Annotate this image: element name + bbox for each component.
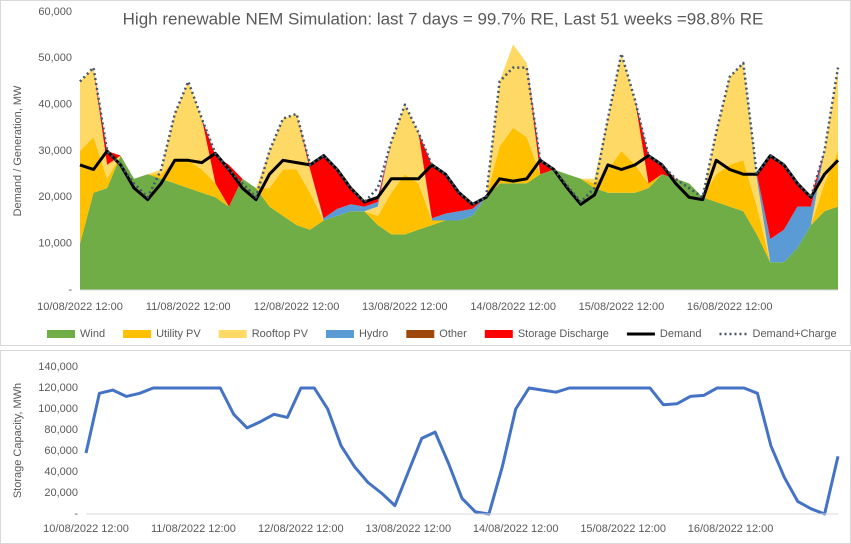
x-tick-label: 13/08/2022 12:00	[362, 301, 448, 313]
x-tick-label: 12/08/2022 12:00	[254, 301, 340, 313]
legend-swatch	[325, 330, 354, 338]
y-tick-label: 30,000	[38, 145, 72, 157]
y-tick-label: 80,000	[44, 424, 78, 436]
y-tick-label: 50,000	[38, 52, 72, 64]
legend-label: Rooftop PV	[252, 328, 309, 340]
chart-title: High renewable NEM Simulation: last 7 da…	[123, 9, 764, 28]
area-series	[80, 155, 838, 290]
y-tick-label: 100,000	[38, 403, 78, 415]
line-series	[84, 386, 840, 516]
legend-label: Utility PV	[156, 328, 201, 340]
legend-swatch	[484, 330, 513, 338]
legend-label: Wind	[80, 328, 105, 340]
legend-label: Other	[439, 328, 467, 340]
x-tick-label: 14/08/2022 12:00	[473, 523, 559, 535]
y-tick-label: 20,000	[38, 191, 72, 203]
x-tick-label: 12/08/2022 12:00	[258, 523, 344, 535]
y-axis-label: Storage Capacity, MWh	[12, 383, 24, 498]
y-tick-label: 40,000	[38, 99, 72, 111]
y-tick-label: 120,000	[38, 382, 78, 394]
y-tick-label: 60,000	[38, 6, 72, 18]
legend-label: Demand+Charge	[753, 328, 837, 340]
x-tick-label: 15/08/2022 12:00	[579, 301, 665, 313]
x-tick-label: 11/08/2022 12:00	[146, 301, 231, 313]
x-tick-label: 13/08/2022 12:00	[365, 523, 451, 535]
legend-swatch	[47, 330, 75, 338]
area-series	[80, 44, 838, 263]
legend-label: Hydro	[359, 328, 388, 340]
area-series	[80, 44, 838, 240]
legend-label: Demand	[660, 328, 702, 340]
x-tick-label: 15/08/2022 12:00	[580, 523, 666, 535]
x-tick-label: 14/08/2022 12:00	[470, 301, 556, 313]
x-tick-label: 10/08/2022 12:00	[43, 523, 129, 535]
chart-frame	[0, 350, 851, 544]
x-tick-label: 16/08/2022 12:00	[687, 301, 773, 313]
y-tick-label: 20,000	[44, 487, 78, 499]
y-tick-label: -	[74, 508, 78, 520]
y-tick-label: 60,000	[44, 445, 78, 457]
y-axis-label: Demand / Generation, MW	[12, 85, 24, 216]
x-tick-label: 10/08/2022 12:00	[37, 301, 123, 313]
y-tick-label: 10,000	[38, 238, 72, 250]
y-tick-label: 40,000	[44, 466, 78, 478]
legend-label: Storage Discharge	[518, 328, 609, 340]
y-tick-label: 140,000	[38, 361, 78, 373]
y-tick-label: -	[68, 284, 72, 296]
legend-swatch	[218, 330, 247, 338]
line-series	[79, 52, 840, 206]
legend-swatch	[406, 330, 435, 338]
x-tick-label: 16/08/2022 12:00	[688, 523, 774, 535]
legend-swatch	[123, 330, 152, 338]
x-tick-label: 11/08/2022 12:00	[151, 523, 236, 535]
